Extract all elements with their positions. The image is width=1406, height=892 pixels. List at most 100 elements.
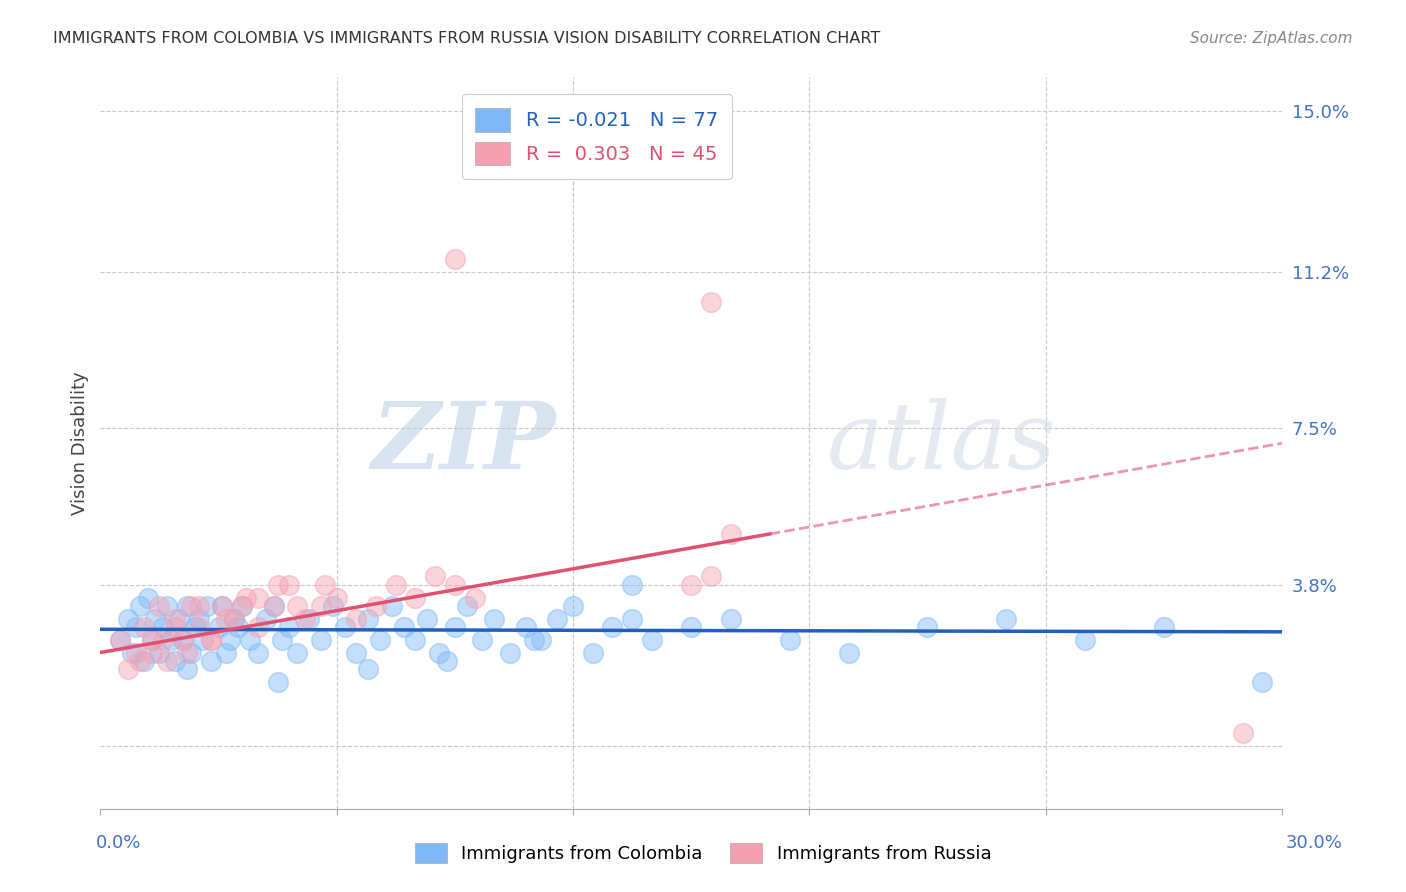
Point bbox=[562, 599, 585, 613]
Point bbox=[187, 620, 209, 634]
Point bbox=[309, 599, 332, 613]
Text: 30.0%: 30.0% bbox=[1286, 834, 1343, 852]
Point bbox=[700, 569, 723, 583]
Point bbox=[443, 620, 465, 634]
Point bbox=[172, 632, 194, 647]
Point bbox=[108, 632, 131, 647]
Point bbox=[231, 599, 253, 613]
Point bbox=[141, 632, 163, 647]
Point bbox=[368, 632, 391, 647]
Point bbox=[152, 620, 174, 634]
Point bbox=[128, 654, 150, 668]
Point bbox=[156, 599, 179, 613]
Point bbox=[384, 578, 406, 592]
Text: 0.0%: 0.0% bbox=[96, 834, 141, 852]
Point bbox=[207, 620, 229, 634]
Point bbox=[621, 578, 644, 592]
Point bbox=[187, 612, 209, 626]
Point bbox=[530, 632, 553, 647]
Point bbox=[125, 620, 148, 634]
Point bbox=[309, 632, 332, 647]
Point bbox=[1153, 620, 1175, 634]
Point bbox=[779, 632, 801, 647]
Point bbox=[381, 599, 404, 613]
Point bbox=[294, 612, 316, 626]
Point bbox=[423, 569, 446, 583]
Point bbox=[231, 599, 253, 613]
Point bbox=[187, 599, 209, 613]
Legend: Immigrants from Colombia, Immigrants from Russia: Immigrants from Colombia, Immigrants fro… bbox=[405, 834, 1001, 872]
Point bbox=[344, 646, 367, 660]
Point bbox=[141, 632, 163, 647]
Point bbox=[1251, 675, 1274, 690]
Point bbox=[357, 663, 380, 677]
Point bbox=[167, 612, 190, 626]
Point bbox=[132, 620, 155, 634]
Point bbox=[404, 632, 426, 647]
Point bbox=[108, 632, 131, 647]
Point bbox=[200, 654, 222, 668]
Legend: R = -0.021   N = 77, R =  0.303   N = 45: R = -0.021 N = 77, R = 0.303 N = 45 bbox=[461, 95, 731, 179]
Point bbox=[427, 646, 450, 660]
Point bbox=[117, 612, 139, 626]
Point bbox=[266, 675, 288, 690]
Point bbox=[125, 646, 148, 660]
Text: IMMIGRANTS FROM COLOMBIA VS IMMIGRANTS FROM RUSSIA VISION DISABILITY CORRELATION: IMMIGRANTS FROM COLOMBIA VS IMMIGRANTS F… bbox=[53, 31, 880, 46]
Point bbox=[121, 646, 143, 660]
Point bbox=[136, 591, 159, 605]
Point bbox=[266, 578, 288, 592]
Point bbox=[464, 591, 486, 605]
Point bbox=[160, 632, 183, 647]
Point bbox=[523, 632, 546, 647]
Point bbox=[333, 620, 356, 634]
Point bbox=[180, 599, 202, 613]
Point bbox=[515, 620, 537, 634]
Point bbox=[621, 612, 644, 626]
Point bbox=[499, 646, 522, 660]
Point bbox=[246, 646, 269, 660]
Point bbox=[392, 620, 415, 634]
Point bbox=[215, 612, 238, 626]
Point bbox=[700, 294, 723, 309]
Text: atlas: atlas bbox=[827, 398, 1056, 488]
Point bbox=[145, 612, 167, 626]
Point bbox=[582, 646, 605, 660]
Point bbox=[200, 632, 222, 647]
Point bbox=[254, 612, 277, 626]
Point bbox=[443, 252, 465, 267]
Point bbox=[165, 620, 187, 634]
Point bbox=[278, 578, 301, 592]
Point bbox=[128, 599, 150, 613]
Point bbox=[211, 599, 233, 613]
Point bbox=[176, 663, 198, 677]
Point bbox=[416, 612, 439, 626]
Point bbox=[172, 632, 194, 647]
Point bbox=[314, 578, 336, 592]
Point bbox=[191, 632, 214, 647]
Text: Source: ZipAtlas.com: Source: ZipAtlas.com bbox=[1189, 31, 1353, 46]
Point bbox=[681, 578, 703, 592]
Point bbox=[278, 620, 301, 634]
Point bbox=[156, 654, 179, 668]
Point bbox=[226, 620, 249, 634]
Point bbox=[344, 612, 367, 626]
Point bbox=[285, 599, 308, 613]
Point bbox=[298, 612, 321, 626]
Point bbox=[200, 632, 222, 647]
Point bbox=[285, 646, 308, 660]
Point bbox=[602, 620, 624, 634]
Point bbox=[917, 620, 939, 634]
Point bbox=[148, 646, 170, 660]
Point bbox=[1232, 726, 1254, 740]
Point bbox=[141, 646, 163, 660]
Point bbox=[180, 646, 202, 660]
Point bbox=[215, 646, 238, 660]
Y-axis label: Vision Disability: Vision Disability bbox=[72, 371, 89, 515]
Point bbox=[838, 646, 860, 660]
Point bbox=[995, 612, 1018, 626]
Point bbox=[364, 599, 387, 613]
Point bbox=[270, 632, 292, 647]
Point bbox=[224, 612, 246, 626]
Point bbox=[239, 632, 262, 647]
Point bbox=[471, 632, 494, 647]
